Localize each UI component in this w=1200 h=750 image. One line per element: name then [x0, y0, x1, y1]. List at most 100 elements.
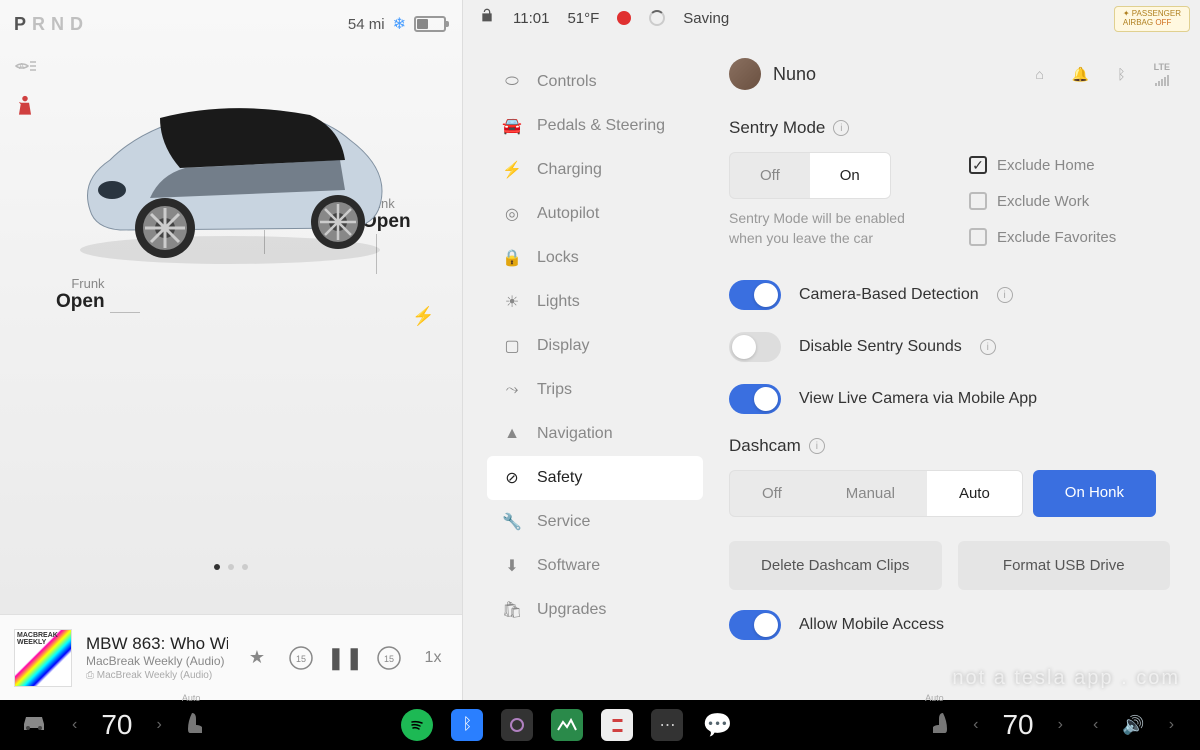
- temp-right[interactable]: 70: [1002, 709, 1033, 741]
- camera-detection-switch[interactable]: [729, 280, 781, 310]
- headlight-auto-icon: A: [14, 54, 38, 78]
- profile-row[interactable]: Nuno ⌂ 🔔 ᛒ LTE: [729, 58, 1170, 90]
- live-camera-switch[interactable]: [729, 384, 781, 414]
- sentry-hint: Sentry Mode will be enabled when you lea…: [729, 209, 929, 248]
- top-status-bar: 11:01 51°F Saving: [463, 0, 1200, 36]
- temp-down-right[interactable]: ‹: [967, 716, 984, 734]
- exclude-work-check[interactable]: Exclude Work: [969, 192, 1116, 210]
- play-pause-button[interactable]: ❚❚: [330, 643, 360, 673]
- temp-up-right[interactable]: ›: [1052, 716, 1069, 734]
- save-status: Saving: [683, 10, 729, 27]
- bell-icon[interactable]: 🔔: [1072, 66, 1089, 83]
- range-status: 54 mi ❄: [348, 14, 446, 34]
- camera-app-button[interactable]: [501, 709, 533, 741]
- frunk-callout[interactable]: Frunk Open: [56, 276, 105, 313]
- nav-trips[interactable]: ⤳Trips: [487, 368, 703, 412]
- unlock-icon[interactable]: [479, 8, 495, 29]
- temp-left[interactable]: 70: [101, 709, 132, 741]
- seatbelt-warning-icon: [14, 94, 36, 116]
- route-icon: ⤳: [503, 381, 521, 399]
- dashcam-manual-button[interactable]: Manual: [814, 471, 927, 516]
- nav-charging[interactable]: ⚡Charging: [487, 148, 703, 192]
- seat-auto-label: Auto: [182, 693, 201, 703]
- nav-autopilot[interactable]: ◎Autopilot: [487, 192, 703, 236]
- settings-panel: 11:01 51°F Saving ✦ PASSENGERAIRBAG OFF …: [462, 0, 1200, 700]
- mobile-access-switch[interactable]: [729, 610, 781, 640]
- nav-service[interactable]: 🔧Service: [487, 500, 703, 544]
- info-icon[interactable]: i: [833, 120, 849, 136]
- loading-spinner-icon: [649, 10, 665, 26]
- nav-pedals[interactable]: 🚘Pedals & Steering: [487, 104, 703, 148]
- seat-auto-label-r: Auto: [925, 693, 944, 703]
- garage-icon[interactable]: ⌂: [1035, 66, 1043, 82]
- media-title: MBW 863: Who Will S: [86, 634, 228, 654]
- frunk-state: Open: [56, 291, 105, 313]
- svg-text:A: A: [19, 62, 25, 71]
- sentry-toggle: Off On: [729, 152, 891, 199]
- avatar: [729, 58, 761, 90]
- live-camera-row: View Live Camera via Mobile App: [729, 384, 1170, 414]
- exclude-favorites-check[interactable]: Exclude Favorites: [969, 228, 1116, 246]
- info-icon[interactable]: i: [809, 438, 825, 454]
- spotify-app-button[interactable]: [401, 709, 433, 741]
- media-info[interactable]: MBW 863: Who Will S MacBreak Weekly (Aud…: [86, 634, 228, 681]
- more-apps-button[interactable]: ⋯: [651, 709, 683, 741]
- vol-down[interactable]: ‹: [1087, 716, 1104, 734]
- playback-speed-button[interactable]: 1x: [418, 643, 448, 673]
- download-icon: ⬇: [503, 557, 521, 575]
- exclude-home-check[interactable]: ✓Exclude Home: [969, 156, 1116, 174]
- nav-controls[interactable]: ⬭Controls: [487, 60, 703, 104]
- settings-nav: ⬭Controls 🚘Pedals & Steering ⚡Charging ◎…: [463, 36, 711, 700]
- temp-down-left[interactable]: ‹: [66, 716, 83, 734]
- bag-icon: 🛍: [503, 601, 521, 619]
- energy-app-button[interactable]: [551, 709, 583, 741]
- wrench-icon: 🔧: [503, 513, 521, 531]
- messages-app-button[interactable]: 💬: [701, 709, 733, 741]
- range-text: 54 mi: [348, 16, 385, 33]
- sentry-off-button[interactable]: Off: [730, 153, 810, 198]
- nav-display[interactable]: ▢Display: [487, 324, 703, 368]
- skip-back-button[interactable]: 15: [286, 643, 316, 673]
- nav-safety[interactable]: ⊘Safety: [487, 456, 703, 500]
- light-icon: ☀: [503, 293, 521, 311]
- seat-heat-right-button[interactable]: [929, 711, 949, 735]
- delete-clips-button[interactable]: Delete Dashcam Clips: [729, 541, 942, 590]
- vol-up[interactable]: ›: [1163, 716, 1180, 734]
- info-icon[interactable]: i: [980, 339, 996, 355]
- sentry-on-button[interactable]: On: [810, 153, 890, 198]
- calendar-app-button[interactable]: ▬▬: [601, 709, 633, 741]
- album-art[interactable]: MACBREAK WEEKLY: [14, 629, 72, 687]
- temp-up-left[interactable]: ›: [150, 716, 167, 734]
- page-dots[interactable]: [214, 564, 248, 570]
- gear-selector: PRND: [14, 14, 89, 35]
- dashcam-off-button[interactable]: Off: [730, 471, 814, 516]
- gear-n: N: [51, 14, 70, 34]
- dashcam-honk-button[interactable]: On Honk: [1033, 470, 1156, 517]
- dashcam-auto-button[interactable]: Auto: [927, 471, 1022, 516]
- format-usb-button[interactable]: Format USB Drive: [958, 541, 1171, 590]
- bottom-dock: ‹ 70 › Auto ᛒ ▬▬ ⋯ 💬 Auto ‹ 70 › ‹ 🔊 ›: [0, 700, 1200, 750]
- lock-icon: 🔒: [503, 249, 521, 267]
- car-status-panel: PRND 54 mi ❄ A Frunk Open Trunk Open ⚡ M: [0, 0, 462, 700]
- bluetooth-app-button[interactable]: ᛒ: [451, 709, 483, 741]
- charge-bolt-icon[interactable]: ⚡: [412, 306, 434, 327]
- car-settings-button[interactable]: [20, 712, 48, 738]
- nav-locks[interactable]: 🔒Locks: [487, 236, 703, 280]
- volume-button[interactable]: 🔊: [1122, 715, 1144, 736]
- profile-name: Nuno: [773, 64, 1023, 85]
- info-icon[interactable]: i: [997, 287, 1013, 303]
- seat-heat-left-button[interactable]: [186, 711, 206, 735]
- bluetooth-icon[interactable]: ᛒ: [1117, 66, 1125, 82]
- sentry-sounds-switch[interactable]: [729, 332, 781, 362]
- media-source: ⎙ MacBreak Weekly (Audio): [86, 670, 228, 681]
- favorite-button[interactable]: ★: [242, 643, 272, 673]
- nav-navigation[interactable]: ▲Navigation: [487, 412, 703, 456]
- display-icon: ▢: [503, 337, 521, 355]
- svg-text:15: 15: [384, 654, 394, 664]
- nav-software[interactable]: ⬇Software: [487, 544, 703, 588]
- nav-upgrades[interactable]: 🛍Upgrades: [487, 588, 703, 632]
- nav-lights[interactable]: ☀Lights: [487, 280, 703, 324]
- gear-p: P: [14, 14, 32, 34]
- toggle-icon: ⬭: [503, 73, 521, 91]
- skip-forward-button[interactable]: 15: [374, 643, 404, 673]
